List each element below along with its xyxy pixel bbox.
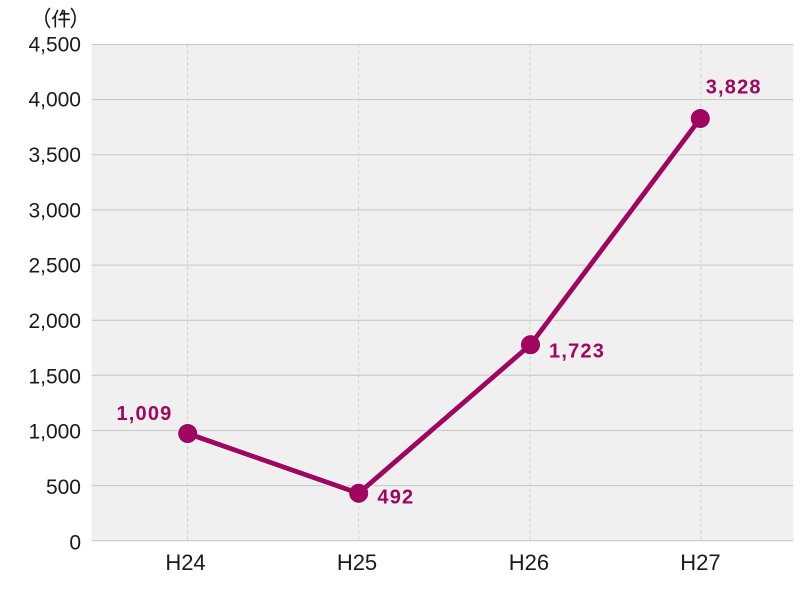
svg-text:H27: H27 <box>680 550 720 575</box>
svg-text:2,500: 2,500 <box>28 255 81 278</box>
svg-text:4,000: 4,000 <box>28 89 81 112</box>
svg-text:0: 0 <box>69 531 81 554</box>
svg-text:2,000: 2,000 <box>28 310 81 333</box>
svg-text:492: 492 <box>377 487 414 509</box>
svg-text:3,828: 3,828 <box>706 76 762 98</box>
svg-text:4,500: 4,500 <box>28 33 81 56</box>
svg-text:H24: H24 <box>165 550 205 575</box>
svg-text:1,009: 1,009 <box>116 403 172 425</box>
svg-text:500: 500 <box>46 476 81 499</box>
svg-text:3,000: 3,000 <box>28 199 81 222</box>
svg-text:1,723: 1,723 <box>549 341 605 363</box>
svg-text:3,500: 3,500 <box>28 144 81 167</box>
svg-text:H26: H26 <box>509 550 549 575</box>
svg-text:1,500: 1,500 <box>28 365 81 388</box>
svg-text:H25: H25 <box>337 550 377 575</box>
svg-text:1,000: 1,000 <box>28 421 81 444</box>
